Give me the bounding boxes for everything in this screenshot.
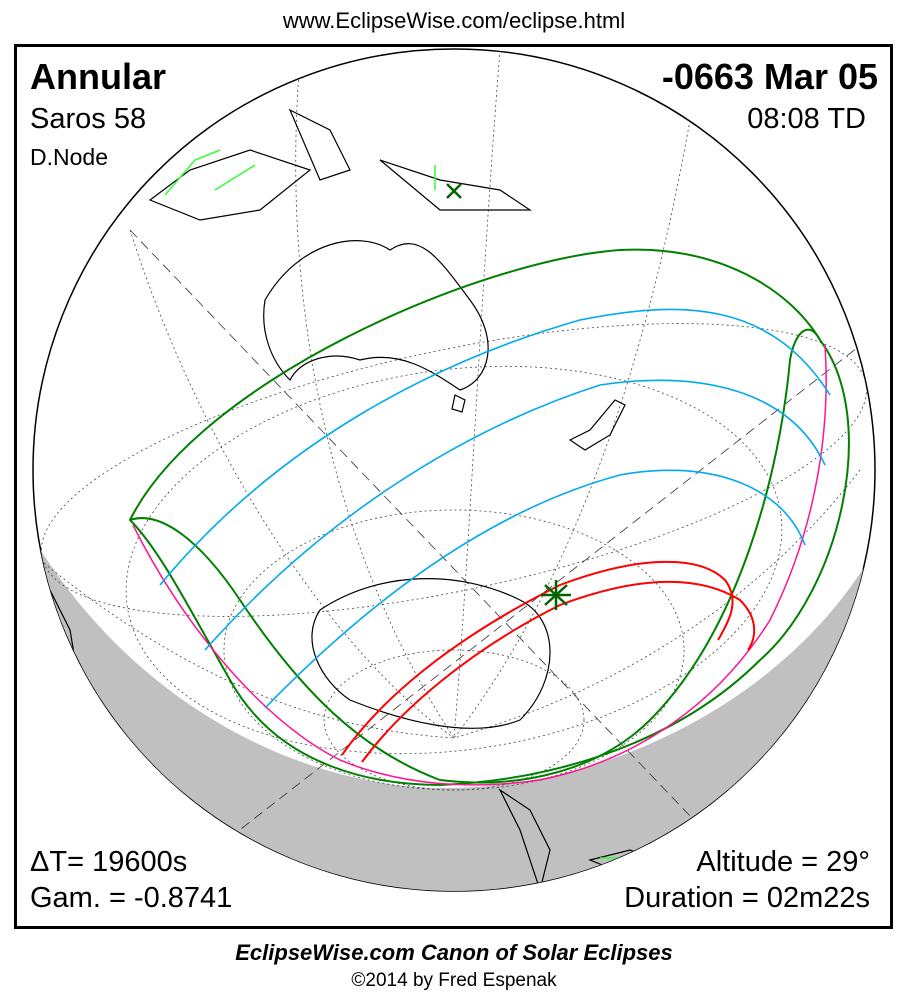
eclipse-type: Annular <box>30 56 167 97</box>
eclipse-date: -0663 Mar 05 <box>661 56 878 97</box>
duration: Duration = 02m22s <box>624 882 870 914</box>
gamma: Gam. = -0.8741 <box>30 882 233 914</box>
eclipse-map-frame <box>14 44 893 929</box>
rise-set-curves <box>132 344 827 786</box>
delta-t: ΔT= 19600s <box>30 846 188 878</box>
saros-number: Saros 58 <box>30 103 147 135</box>
greatest-eclipse-marker <box>541 580 571 610</box>
altitude: Altitude = 29° <box>696 846 870 878</box>
central-path <box>341 560 756 763</box>
footer-title: EclipseWise.com Canon of Solar Eclipses <box>235 940 673 965</box>
coastlines <box>49 108 657 891</box>
penumbra-limits <box>128 248 850 787</box>
axis-lines <box>129 229 875 891</box>
graticule <box>39 49 867 791</box>
subsolar-marker <box>446 183 462 199</box>
eclipse-map <box>32 48 876 892</box>
magnitude-lines <box>159 308 831 709</box>
node-label: D.Node <box>30 144 108 170</box>
url-text: www.EclipseWise.com/eclipse.html <box>282 8 626 33</box>
eclipse-time: 08:08 TD <box>747 103 866 135</box>
footer-copyright: ©2014 by Fred Espenak <box>351 970 557 991</box>
